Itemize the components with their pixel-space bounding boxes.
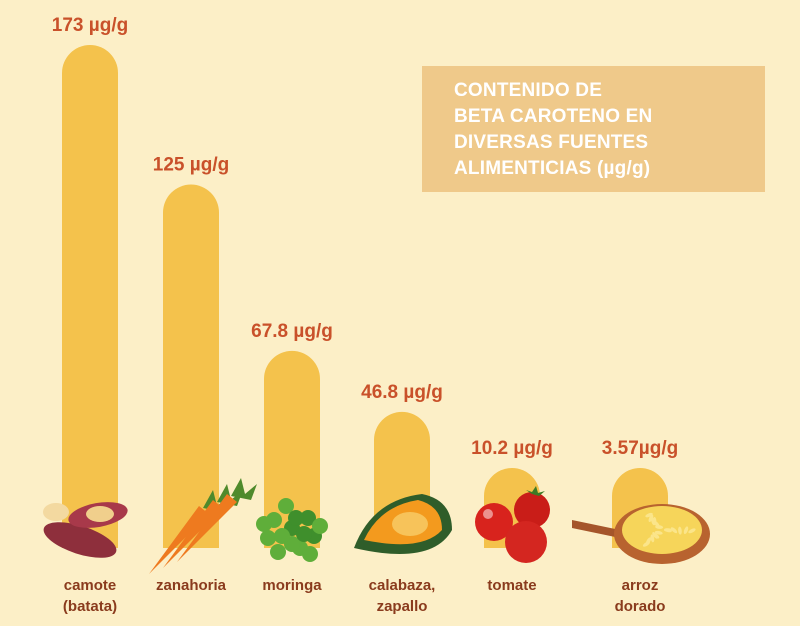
value-label: 125 µg/g <box>153 155 229 176</box>
value-label: 173 µg/g <box>52 15 128 36</box>
chart-title-line: CONTENIDO DE <box>454 80 603 101</box>
value-label: 46.8 µg/g <box>361 382 443 403</box>
value-label: 10.2 µg/g <box>471 438 553 459</box>
golden-rice-icon <box>572 504 710 564</box>
value-label: 3.57µg/g <box>602 438 678 459</box>
chart-title-line: BETA CAROTENO EN <box>454 106 653 127</box>
carrot-icon <box>149 478 257 574</box>
value-label: 67.8 µg/g <box>251 321 333 342</box>
bar <box>163 184 219 548</box>
moringa-leaves-icon <box>256 498 328 562</box>
category-label: arroz dorado <box>615 577 666 615</box>
category-label: calabaza, zapallo <box>369 577 436 615</box>
pumpkin-icon <box>354 494 452 554</box>
tomato-icon <box>475 486 550 563</box>
category-label: zanahoria <box>156 577 227 594</box>
category-label: camote (batata) <box>63 577 117 615</box>
sweet-potato-icon <box>43 502 128 558</box>
bar <box>264 350 320 548</box>
category-label: moringa <box>262 577 322 594</box>
bar <box>62 45 118 548</box>
category-label: tomate <box>487 577 536 594</box>
chart-title-line: ALIMENTICIAS (µg/g) <box>454 158 651 179</box>
chart-title-line: DIVERSAS FUENTES <box>454 132 649 153</box>
chart-title-box: CONTENIDO DE BETA CAROTENO EN DIVERSAS F… <box>422 66 765 192</box>
